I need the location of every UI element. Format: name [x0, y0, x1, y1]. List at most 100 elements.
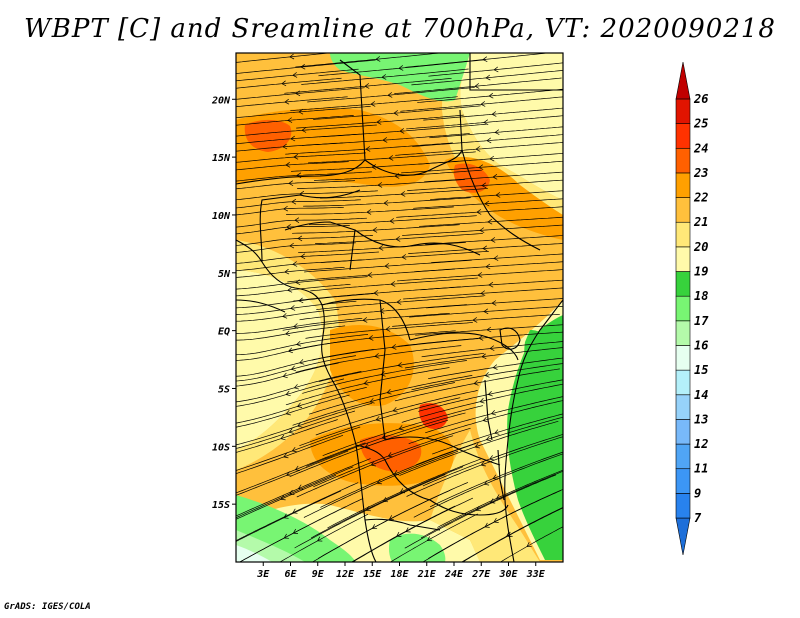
coastline-east-africa	[504, 299, 563, 562]
streamline-arrowhead	[475, 146, 481, 152]
streamline	[313, 105, 481, 120]
streamline-arrowhead	[396, 299, 402, 305]
streamline-arrowhead	[382, 137, 388, 143]
streamline-arrowhead	[400, 191, 406, 197]
streamline-arrowhead	[489, 345, 495, 351]
streamline-arrowhead	[293, 323, 299, 329]
streamline-arrowhead	[292, 72, 298, 78]
streamline	[236, 59, 376, 74]
streamline-arrowhead	[287, 117, 293, 123]
streamline-arrowhead	[493, 255, 499, 261]
coastline-west-africa	[236, 239, 377, 562]
colorbar-label: 15	[694, 363, 708, 377]
streamline	[236, 490, 342, 542]
streamline-arrowhead	[362, 317, 368, 323]
colorbar-label: 17	[694, 314, 709, 328]
colorbar-swatch	[675, 394, 691, 420]
streamline	[313, 427, 471, 488]
y-tick-label: 10S	[212, 442, 230, 453]
streamline-arrowhead	[492, 174, 498, 180]
streamline-arrowhead	[474, 443, 480, 449]
streamline-arrowhead	[369, 398, 375, 404]
colorbar-swatch	[675, 123, 691, 149]
streamline	[309, 215, 477, 226]
streamline-arrowhead	[297, 235, 303, 242]
streamline-arrowhead	[480, 461, 486, 467]
streamline	[422, 434, 563, 487]
streamline-arrowhead	[365, 146, 371, 152]
streamline	[311, 489, 451, 562]
streamline	[404, 474, 556, 549]
border-4	[364, 109, 463, 176]
streamline-arrowhead	[284, 268, 290, 275]
streamline-arrowhead	[285, 390, 291, 397]
streamline	[415, 416, 563, 466]
streamline	[394, 368, 560, 402]
streamline-arrowhead	[368, 335, 374, 341]
streamline	[236, 466, 354, 519]
streamline	[408, 400, 563, 445]
streamline-arrowhead	[491, 300, 497, 306]
streamline	[401, 383, 563, 423]
colorbar-swatch	[675, 98, 691, 124]
streamline	[287, 268, 455, 283]
streamline-arrowhead	[298, 108, 304, 115]
field-region-orange-central	[330, 325, 414, 406]
streamline	[236, 87, 365, 100]
streamline-arrowhead	[286, 471, 292, 477]
streamline	[236, 334, 369, 356]
streamline	[279, 513, 369, 562]
border-1	[259, 189, 361, 263]
streamline	[236, 426, 361, 471]
streamline-arrowhead	[293, 384, 299, 390]
streamline	[239, 506, 346, 562]
streamline-arrowhead	[479, 227, 485, 233]
streamline	[462, 507, 563, 562]
streamline	[306, 412, 466, 467]
streamline	[302, 360, 467, 394]
streamline-arrowhead	[300, 64, 306, 70]
y-tick-label: 5N	[218, 269, 231, 280]
streamline-arrowhead	[489, 455, 495, 461]
border-14	[469, 53, 563, 91]
border-16	[284, 221, 356, 271]
field-region-yellow-northeast	[442, 53, 563, 230]
streamline-arrowhead	[377, 182, 383, 188]
streamline	[389, 513, 478, 562]
streamline-arrowhead	[393, 110, 399, 116]
streamline-arrowhead	[484, 200, 490, 207]
streamline-arrowhead	[386, 389, 392, 395]
streamline	[282, 312, 450, 331]
streamline-arrowhead	[294, 217, 300, 223]
streamline	[398, 331, 563, 347]
streamline	[352, 497, 474, 562]
streamline	[236, 266, 345, 278]
streamline	[499, 526, 563, 562]
x-tick-label: 21E	[417, 569, 437, 580]
streamline-arrowhead	[300, 253, 306, 260]
streamline-arrowhead	[472, 317, 478, 323]
streamline	[236, 308, 340, 322]
colorbar-swatch	[675, 271, 691, 297]
streamline-arrowhead	[378, 245, 384, 251]
streamline	[424, 171, 563, 183]
field-region-yellow-southeast	[430, 430, 540, 562]
streamline	[327, 458, 481, 529]
x-tick-label: 27E	[471, 569, 491, 580]
streamline	[236, 325, 346, 341]
streamline	[413, 198, 563, 209]
streamline	[429, 451, 563, 508]
streamline-arrowhead	[490, 498, 496, 504]
streamline	[437, 469, 563, 528]
streamline	[236, 171, 372, 182]
streamline-arrowhead	[283, 205, 289, 212]
streamline-arrowhead	[490, 410, 497, 416]
streamline	[236, 300, 357, 315]
colorbar-label: 9	[694, 486, 701, 500]
streamline	[415, 324, 563, 336]
grads-credit: GrADS: IGES/COLA	[4, 602, 91, 612]
streamline-arrowhead	[282, 143, 288, 150]
streamline	[236, 68, 359, 82]
streamline-arrowhead	[474, 83, 480, 89]
y-tick-label: 15N	[212, 153, 231, 164]
